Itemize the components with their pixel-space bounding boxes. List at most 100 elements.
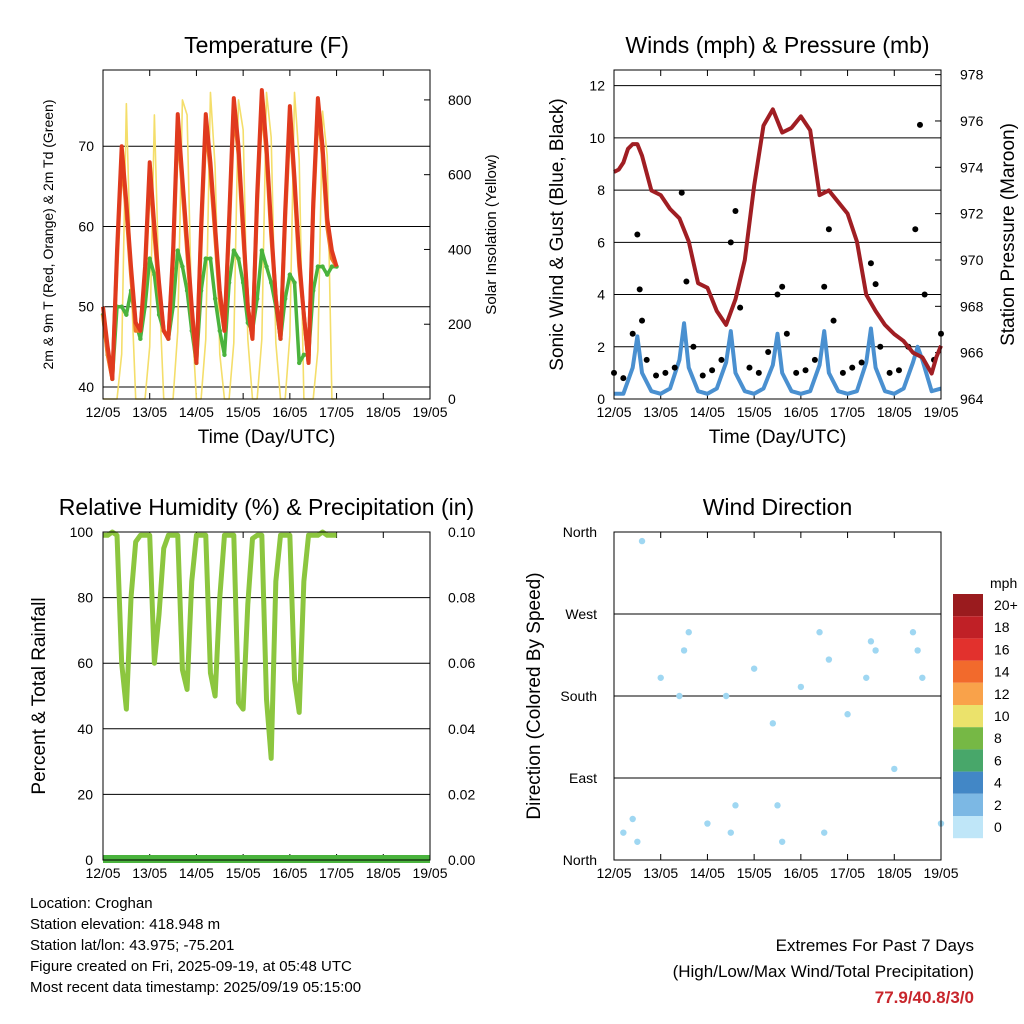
gust-point [755, 369, 762, 376]
dewpoint-point [236, 256, 241, 261]
gust-point [678, 189, 685, 196]
gust-point [639, 317, 646, 324]
direction-point [634, 838, 641, 845]
direction-point [863, 674, 870, 681]
x-tick-label: 16/05 [783, 404, 818, 420]
y-tick-label: 8 [597, 182, 605, 198]
series-line-pressure [613, 107, 943, 376]
dewpoint-point [180, 264, 185, 269]
y2-tick-label: 400 [448, 241, 472, 257]
gust-point [872, 281, 879, 288]
y-tick-label: 50 [78, 299, 94, 315]
y2-tick-label: 600 [448, 167, 472, 183]
winds-ylabel: Sonic Wind & Gust (Blue, Black) [547, 98, 568, 370]
y-tick-label: 2 [597, 339, 605, 355]
x-tick-label: 13/05 [132, 404, 167, 420]
direction-point [676, 692, 683, 700]
legend-label: 2 [994, 797, 1002, 813]
dewpoint-point [301, 352, 307, 358]
y-tick-label: 80 [77, 590, 93, 606]
direction-point [891, 765, 898, 773]
legend-label: 0 [994, 819, 1002, 835]
humidity-ylabel: Percent & Total Rainfall [29, 597, 50, 794]
legend-swatch [953, 638, 983, 661]
direction-point [872, 647, 879, 654]
x-tick-label: 16/05 [783, 865, 818, 881]
direction-point [727, 829, 734, 836]
direction-point [774, 802, 781, 809]
x-tick-label: 13/05 [132, 865, 167, 881]
x-tick-label: 16/05 [272, 865, 307, 881]
x-tick-label: 19/05 [412, 865, 447, 881]
direction-point [732, 802, 739, 809]
direction-point [867, 638, 875, 645]
gust-point [825, 226, 832, 233]
x-tick-label: 18/05 [877, 865, 912, 881]
x-tick-label: 17/05 [830, 865, 865, 881]
y2-tick-label: 0 [448, 391, 456, 407]
x-tick-label: 14/05 [179, 404, 214, 420]
x-tick-label: 14/05 [690, 404, 725, 420]
y2-tick-label: 968 [960, 298, 984, 314]
temperature-panel: Temperature (F) 12/05 13/05 14/05 15/05 16/05… [40, 32, 500, 448]
direction-point [825, 656, 833, 663]
direction-point [680, 647, 688, 654]
y-tick-label: 6 [597, 234, 605, 250]
direction-point [638, 537, 646, 545]
dewpoint-point [268, 280, 274, 285]
dewpoint-point [264, 264, 269, 269]
legend-swatch [953, 682, 983, 705]
dewpoint-point [325, 272, 330, 277]
y2-tick-label: 0.06 [448, 655, 475, 671]
y2-tick-label: 200 [448, 316, 472, 332]
gust-point [916, 121, 923, 128]
extremes-title: Extremes For Past 7 Days [775, 936, 974, 955]
dewpoint-point [231, 248, 236, 253]
winds-panel: Winds (mph) & Pressure (mb) 12/05 13/05 14/… [547, 32, 1019, 448]
temperature-xlabel: Time (Day/UTC) [198, 427, 336, 448]
gust-point [921, 291, 928, 298]
gust-point [727, 239, 734, 246]
y2-tick-label: 976 [960, 113, 984, 129]
legend-swatch [953, 660, 983, 683]
gust-point [849, 364, 856, 371]
legend-label: 6 [994, 752, 1002, 768]
winds-title: Winds (mph) & Pressure (mb) [625, 32, 929, 58]
gust-point [671, 364, 678, 371]
direction-point [769, 720, 777, 727]
direction-point [797, 683, 805, 691]
gust-point [732, 208, 739, 214]
y-tick-label: 40 [77, 721, 93, 737]
dewpoint-point [175, 248, 180, 253]
direction-point [919, 674, 926, 681]
legend-swatch [953, 771, 983, 794]
gust-point [811, 356, 818, 363]
direction-point [844, 711, 851, 718]
x-tick-label: 19/05 [923, 865, 958, 881]
direction-panel: Wind Direction 12/05 13/05 14/05 15/05 16/05 1… [524, 494, 959, 890]
gust-point [620, 375, 627, 382]
temperature-ylabel: 2m & 9m T (Red, Orange) & 2m Td (Green) [40, 100, 56, 370]
y-tick-label: 0 [597, 391, 605, 407]
direction-point [909, 629, 917, 636]
x-tick-label: 15/05 [737, 865, 772, 881]
dewpoint-point [222, 352, 227, 358]
location-text: Location: Croghan [30, 895, 153, 912]
x-tick-label: 13/05 [643, 865, 678, 881]
extremes-values: 77.9/40.8/3/0 [874, 988, 974, 1007]
legend-swatch [953, 793, 983, 816]
y2-tick-label: 0.10 [448, 524, 475, 540]
x-tick-label: 15/05 [226, 404, 261, 420]
x-tick-label: 14/05 [179, 865, 214, 881]
x-tick-label: 12/05 [596, 865, 631, 881]
y-tick-label: 60 [78, 218, 94, 234]
direction-point [629, 815, 636, 823]
gust-point [895, 367, 902, 374]
x-tick-label: 16/05 [272, 404, 307, 420]
direction-ylabel: Direction (Colored By Speed) [524, 572, 545, 819]
dewpoint-point [254, 296, 260, 301]
gust-point [783, 330, 790, 337]
y2-tick-label: 0.08 [448, 590, 475, 606]
direction-point [914, 647, 921, 654]
humidity-frame [102, 531, 431, 861]
